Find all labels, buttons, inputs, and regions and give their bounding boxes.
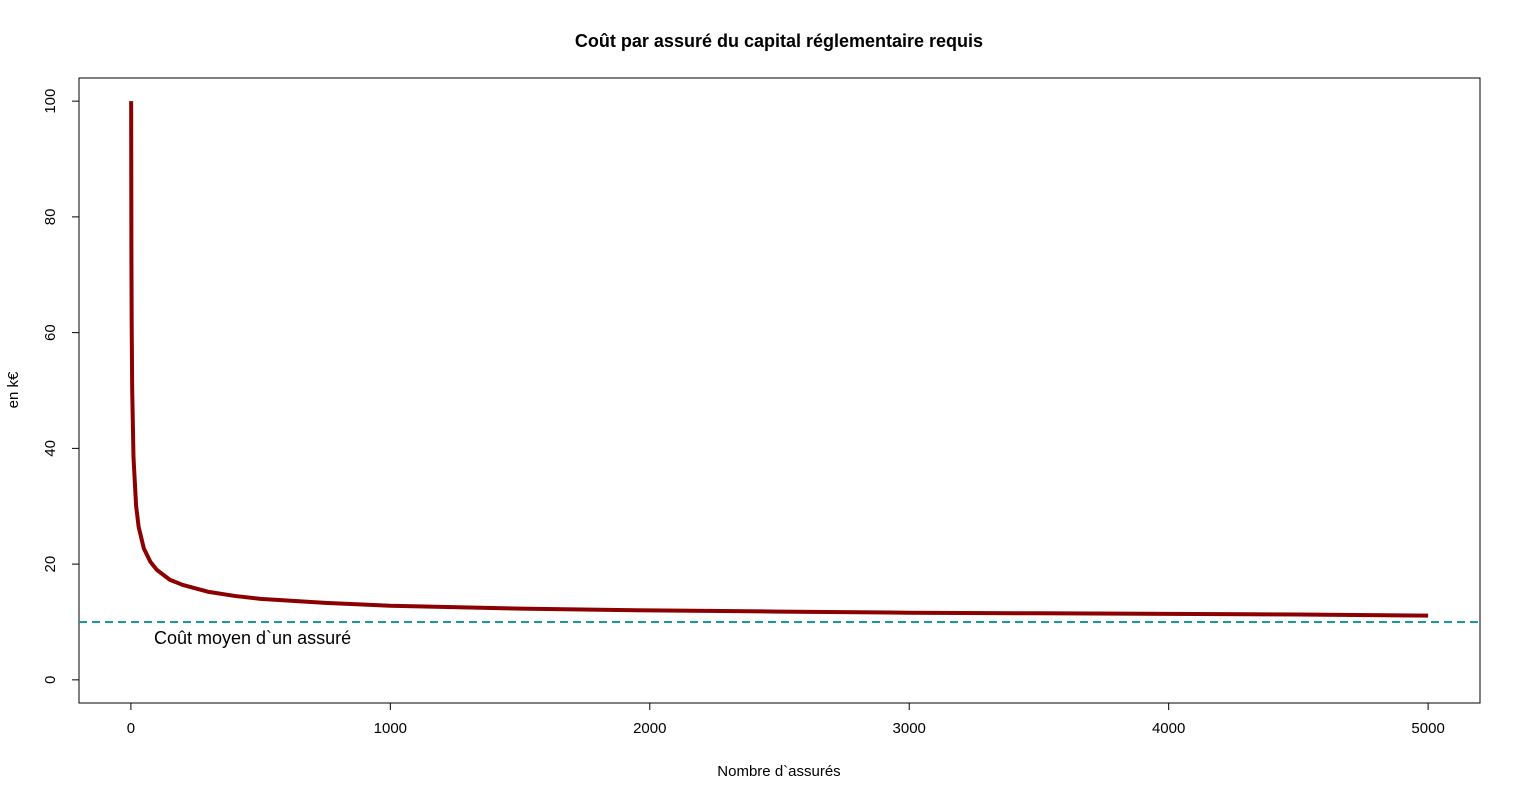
x-tick-label: 5000 xyxy=(1411,720,1444,737)
chart-title: Coût par assuré du capital réglementaire… xyxy=(575,31,983,51)
y-tick-label: 80 xyxy=(42,209,59,226)
data-line xyxy=(129,101,1429,618)
y-tick-label: 40 xyxy=(42,440,59,457)
y-tick-label: 60 xyxy=(42,324,59,341)
x-axis-label: Nombre d`assurés xyxy=(717,763,840,780)
y-tick-label: 20 xyxy=(42,556,59,573)
reference-label: Coût moyen d`un assuré xyxy=(154,628,351,648)
plot-frame xyxy=(78,77,1481,704)
y-tick-label: 100 xyxy=(42,89,59,114)
x-tick-label: 1000 xyxy=(374,720,407,737)
x-tick-label: 2000 xyxy=(633,720,666,737)
x-tick-label: 0 xyxy=(127,720,135,737)
x-tick-label: 3000 xyxy=(893,720,926,737)
y-axis-label: en k€ xyxy=(5,371,22,408)
y-tick-label: 0 xyxy=(42,676,59,684)
x-tick-label: 4000 xyxy=(1152,720,1185,737)
